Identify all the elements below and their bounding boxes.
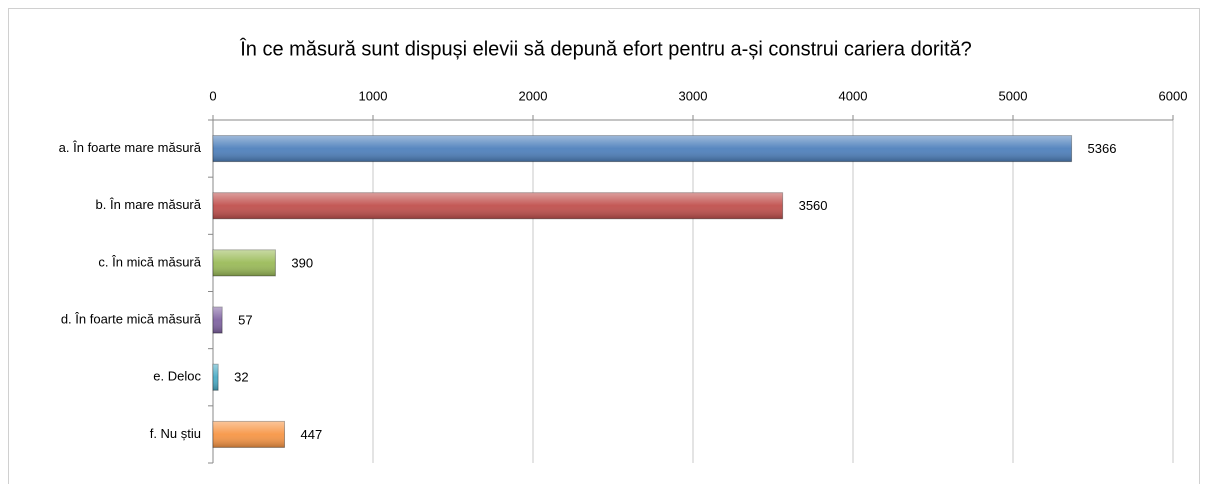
y-tick-label: f. Nu știu (150, 426, 201, 441)
bar-shine (213, 249, 276, 276)
data-label: 57 (238, 313, 252, 328)
data-label: 390 (291, 255, 313, 270)
bar-shine (213, 307, 223, 334)
data-label: 447 (301, 427, 323, 442)
chart-title: În ce măsură sunt dispuși elevii să depu… (239, 37, 972, 60)
data-label: 32 (234, 370, 248, 385)
x-tick-label: 2000 (519, 88, 548, 103)
x-tick-label: 6000 (1159, 88, 1188, 103)
bar-shine (213, 421, 285, 448)
x-tick-label: 4000 (839, 88, 868, 103)
y-tick-label: d. În foarte mică măsură (61, 312, 202, 327)
x-tick-label: 0 (209, 88, 216, 103)
bar-shine (213, 135, 1072, 162)
y-tick-label: a. În foarte mare măsură (59, 140, 202, 155)
y-tick-label: c. În mică măsură (98, 254, 201, 269)
data-label: 3560 (799, 198, 828, 213)
y-tick-label: e. Deloc (153, 369, 201, 384)
bar-shine (213, 364, 219, 391)
x-tick-label: 1000 (359, 88, 388, 103)
chart-frame (8, 8, 1200, 484)
x-tick-label: 3000 (679, 88, 708, 103)
x-tick-label: 5000 (999, 88, 1028, 103)
bar-shine (213, 192, 783, 219)
data-label: 5366 (1088, 141, 1117, 156)
y-tick-label: b. În mare măsură (96, 197, 202, 212)
